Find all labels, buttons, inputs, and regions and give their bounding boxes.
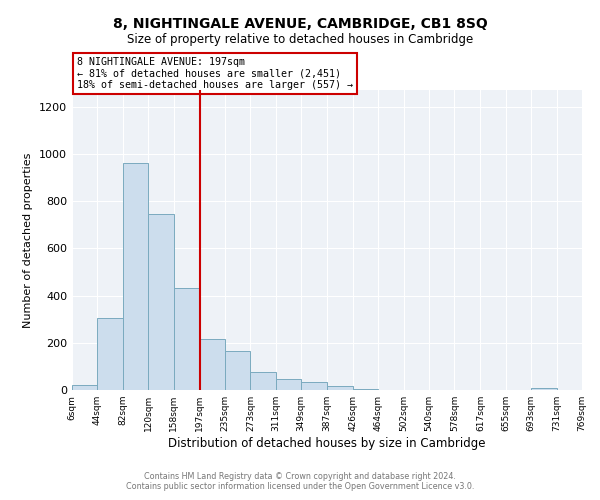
Text: 8 NIGHTINGALE AVENUE: 197sqm
← 81% of detached houses are smaller (2,451)
18% of: 8 NIGHTINGALE AVENUE: 197sqm ← 81% of de… xyxy=(77,57,353,90)
Bar xyxy=(276,378,301,390)
Bar xyxy=(200,339,225,390)
Y-axis label: Number of detached properties: Number of detached properties xyxy=(23,152,34,328)
Bar xyxy=(97,318,123,390)
Text: Size of property relative to detached houses in Cambridge: Size of property relative to detached ho… xyxy=(127,32,473,46)
Text: Contains public sector information licensed under the Open Government Licence v3: Contains public sector information licen… xyxy=(126,482,474,491)
Bar xyxy=(72,386,97,390)
Bar xyxy=(225,351,250,390)
Bar xyxy=(173,288,200,390)
Bar xyxy=(250,372,276,390)
Bar xyxy=(301,382,326,390)
Bar xyxy=(531,388,557,390)
Text: Contains HM Land Registry data © Crown copyright and database right 2024.: Contains HM Land Registry data © Crown c… xyxy=(144,472,456,481)
Bar xyxy=(326,386,353,390)
Bar xyxy=(123,163,148,390)
Text: 8, NIGHTINGALE AVENUE, CAMBRIDGE, CB1 8SQ: 8, NIGHTINGALE AVENUE, CAMBRIDGE, CB1 8S… xyxy=(113,18,487,32)
X-axis label: Distribution of detached houses by size in Cambridge: Distribution of detached houses by size … xyxy=(168,437,486,450)
Bar xyxy=(148,214,173,390)
